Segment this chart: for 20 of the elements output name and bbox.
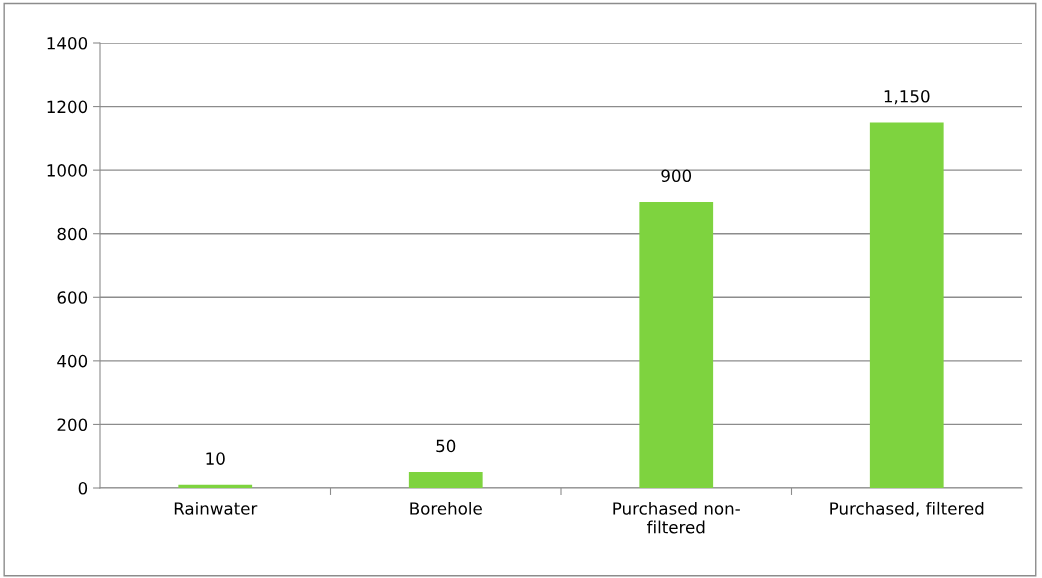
x-tick-label: Borehole — [410, 501, 482, 515]
bar — [178, 484, 253, 488]
x-tick-label: Purchased, filtered — [830, 501, 984, 517]
data-label: 10 — [206, 452, 225, 465]
y-tick-label: 1000 — [47, 164, 88, 177]
y-tick-label: 800 — [57, 227, 88, 241]
y-tick-label: 0 — [78, 481, 88, 495]
bar — [869, 122, 944, 488]
bar — [639, 201, 714, 488]
y-tick-label: 200 — [57, 418, 88, 431]
y-tick-label: 600 — [57, 291, 88, 304]
x-tick-label: Rainwater — [174, 501, 258, 515]
data-label: 50 — [436, 439, 456, 453]
y-tick-label: 1200 — [47, 100, 88, 114]
data-label: 900 — [661, 169, 692, 183]
y-tick-label: 400 — [57, 354, 88, 368]
y-tick-label: 1400 — [47, 36, 88, 50]
data-label: 1,150 — [884, 89, 930, 105]
x-tick-label: Purchased non- filtered — [613, 501, 740, 534]
bar — [408, 472, 483, 488]
